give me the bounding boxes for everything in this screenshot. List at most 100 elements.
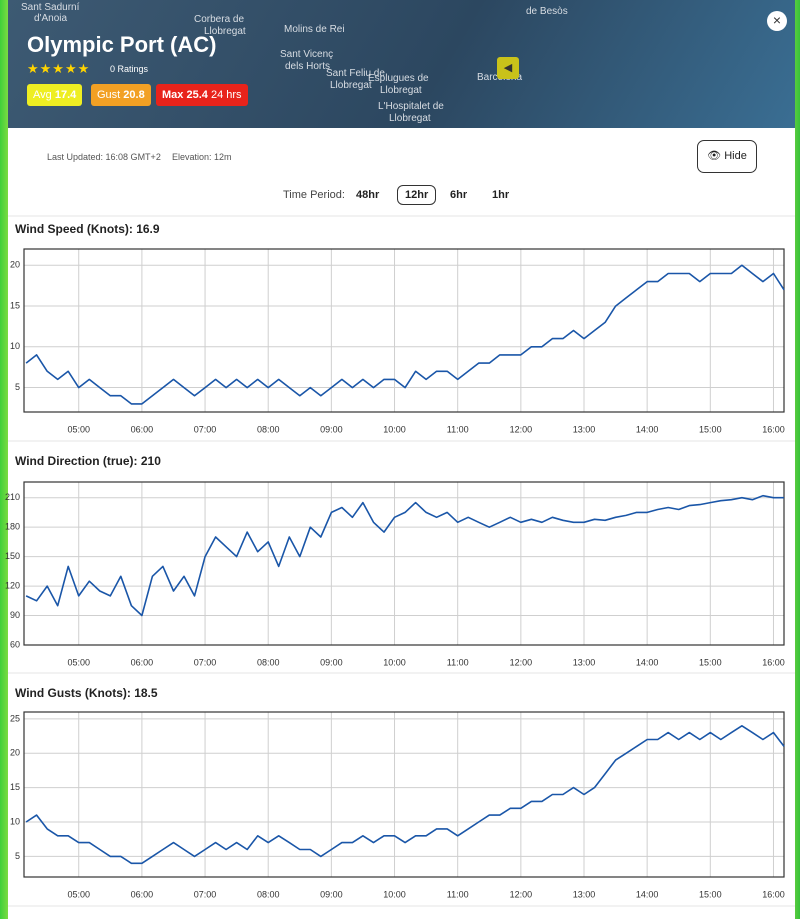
x-tick-label: 15:00 <box>699 424 722 434</box>
map-label: Sant Feliu de <box>326 68 385 79</box>
badge-value: 17.4 <box>54 89 77 101</box>
x-tick-label: 05:00 <box>67 889 90 899</box>
x-tick-label: 09:00 <box>320 657 343 667</box>
map-label: d'Anoia <box>34 13 68 24</box>
elevation: Elevation: 12m <box>172 152 232 162</box>
x-tick-label: 14:00 <box>636 889 659 899</box>
data-line <box>25 725 785 865</box>
y-tick-label: 180 <box>5 522 20 532</box>
x-tick-label: 05:00 <box>67 657 90 667</box>
map-label: Sant Vicenç <box>280 49 334 60</box>
max-badge: Max 25.4 24 hrs <box>156 84 248 106</box>
data-line <box>25 264 785 405</box>
hide-button[interactable]: 👁 Hide <box>697 140 757 173</box>
ratings-count: 0 Ratings <box>110 64 149 74</box>
x-tick-label: 13:00 <box>573 424 596 434</box>
x-tick-label: 13:00 <box>573 889 596 899</box>
x-tick-label: 13:00 <box>573 657 596 667</box>
badge-value: 25.4 <box>186 89 208 101</box>
badge-value: 20.8 <box>123 89 145 101</box>
chart-title: Wind Speed (Knots): 16.9 <box>15 222 160 236</box>
x-tick-label: 14:00 <box>636 424 659 434</box>
data-line <box>25 494 784 617</box>
x-tick-label: 12:00 <box>510 889 533 899</box>
period-option[interactable]: 1hr <box>492 189 510 201</box>
station-title: Olympic Port (AC) <box>27 32 217 57</box>
plot-border <box>23 711 785 878</box>
x-tick-label: 06:00 <box>131 424 154 434</box>
map-label: Sant Sadurní <box>21 2 80 13</box>
map-label: Llobregat <box>380 85 422 96</box>
y-tick-label: 25 <box>10 713 20 723</box>
map-label: Esplugues de <box>368 73 429 84</box>
y-tick-label: 150 <box>5 551 20 561</box>
x-tick-label: 15:00 <box>699 889 722 899</box>
y-tick-label: 20 <box>10 260 20 270</box>
y-tick-label: 10 <box>10 816 20 826</box>
badge-label: Avg <box>33 89 52 101</box>
gust-badge: Gust 20.8 <box>91 84 151 106</box>
x-tick-label: 11:00 <box>447 657 469 667</box>
x-tick-label: 08:00 <box>257 889 280 899</box>
x-tick-label: 16:00 <box>762 657 785 667</box>
x-tick-label: 06:00 <box>131 657 154 667</box>
x-tick-label: 07:00 <box>194 889 217 899</box>
badge-note: 24 hrs <box>210 89 242 101</box>
x-tick-label: 10:00 <box>383 657 406 667</box>
x-tick-label: 11:00 <box>447 889 469 899</box>
period-option[interactable]: 6hr <box>450 189 468 201</box>
plot-border <box>23 248 785 413</box>
y-tick-label: 5 <box>15 382 20 392</box>
x-tick-label: 16:00 <box>762 889 785 899</box>
plot-border <box>23 481 785 646</box>
map-header: Sant Sadurní d'Anoia Corbera de Llobrega… <box>8 0 795 128</box>
period-option[interactable]: 48hr <box>356 189 380 201</box>
y-tick-label: 20 <box>10 748 20 758</box>
x-tick-label: 06:00 <box>131 889 154 899</box>
x-tick-label: 10:00 <box>383 424 406 434</box>
map-label: L'Hospitalet de <box>378 101 444 112</box>
x-tick-label: 15:00 <box>699 657 722 667</box>
hide-label: Hide <box>724 150 747 162</box>
map-label: Llobregat <box>389 113 431 124</box>
y-tick-label: 10 <box>10 341 20 351</box>
x-tick-label: 05:00 <box>67 424 90 434</box>
map-label: de Besòs <box>526 6 568 17</box>
x-tick-label: 08:00 <box>257 424 280 434</box>
y-tick-label: 5 <box>15 851 20 861</box>
location-marker[interactable]: ◀ <box>497 57 519 79</box>
period-option-selected[interactable]: 12hr <box>397 185 437 205</box>
star-rating[interactable]: ★★★★★ <box>27 61 91 76</box>
x-tick-label: 12:00 <box>510 424 533 434</box>
x-tick-label: 08:00 <box>257 657 280 667</box>
x-tick-label: 09:00 <box>320 889 343 899</box>
avg-badge: Avg 17.4 <box>27 84 83 106</box>
x-tick-label: 12:00 <box>510 657 533 667</box>
period-label: Time Period: <box>283 189 345 201</box>
chart-title: Wind Direction (true): 210 <box>15 454 161 468</box>
x-tick-label: 09:00 <box>320 424 343 434</box>
x-tick-label: 07:00 <box>194 657 217 667</box>
badge-label: Max <box>162 89 184 101</box>
y-tick-label: 120 <box>5 580 20 590</box>
x-tick-label: 07:00 <box>194 424 217 434</box>
x-tick-label: 11:00 <box>447 424 469 434</box>
map-label: dels Horts <box>285 61 331 72</box>
map-label: Llobregat <box>204 26 246 37</box>
map-label: Molins de Rei <box>284 24 345 35</box>
close-button[interactable]: × <box>767 11 787 31</box>
last-updated: Last Updated: 16:08 GMT+2 <box>47 152 161 162</box>
y-tick-label: 15 <box>10 782 20 792</box>
y-tick-label: 210 <box>5 492 20 502</box>
x-tick-label: 14:00 <box>636 657 659 667</box>
map-label: Llobregat <box>330 80 372 91</box>
chart-title: Wind Gusts (Knots): 18.5 <box>15 686 158 700</box>
x-tick-label: 16:00 <box>762 424 785 434</box>
y-tick-label: 90 <box>10 610 20 620</box>
x-tick-label: 10:00 <box>383 889 406 899</box>
station-modal: Sant Sadurní d'Anoia Corbera de Llobrega… <box>8 0 795 919</box>
map-label: Corbera de <box>194 14 245 25</box>
y-tick-label: 60 <box>10 639 20 649</box>
